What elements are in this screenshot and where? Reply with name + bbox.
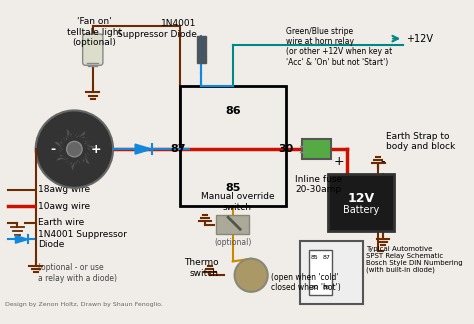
Bar bbox=[197, 36, 206, 64]
Polygon shape bbox=[16, 236, 28, 243]
Circle shape bbox=[235, 259, 268, 292]
Circle shape bbox=[36, 110, 113, 188]
Polygon shape bbox=[56, 158, 77, 171]
Text: Thermo
switch: Thermo switch bbox=[184, 258, 219, 278]
Text: (open when 'cold'
closed when 'hot'): (open when 'cold' closed when 'hot') bbox=[272, 273, 341, 292]
Bar bbox=[300, 241, 363, 304]
Text: -: - bbox=[51, 143, 55, 156]
Bar bbox=[216, 215, 249, 234]
Text: 'Fan on'
telltale light
(optional): 'Fan on' telltale light (optional) bbox=[67, 17, 122, 47]
Text: Battery: Battery bbox=[343, 205, 379, 215]
Text: (optional): (optional) bbox=[214, 238, 251, 248]
Polygon shape bbox=[135, 144, 152, 154]
Text: 30: 30 bbox=[279, 144, 294, 154]
Text: Earth wire: Earth wire bbox=[38, 218, 85, 227]
Text: 85: 85 bbox=[225, 183, 240, 193]
Text: -: - bbox=[381, 156, 385, 168]
Text: 10awg wire: 10awg wire bbox=[38, 202, 91, 211]
Text: 30: 30 bbox=[311, 285, 319, 290]
Bar bbox=[302, 139, 331, 159]
Polygon shape bbox=[84, 145, 97, 164]
Text: Earth Strap to
body and block: Earth Strap to body and block bbox=[385, 132, 455, 151]
Text: Typical Automotive
SPST Relay Schematic
Bosch Style DIN Numbering
(with built-in: Typical Automotive SPST Relay Schematic … bbox=[366, 246, 463, 273]
Text: 87: 87 bbox=[170, 144, 186, 154]
Polygon shape bbox=[73, 154, 91, 171]
Text: +12V: +12V bbox=[406, 34, 433, 44]
Polygon shape bbox=[53, 128, 67, 149]
Text: 86: 86 bbox=[225, 106, 240, 116]
Text: (optional - or use
a relay with a diode): (optional - or use a relay with a diode) bbox=[38, 263, 118, 283]
Text: 1N4001
Suppressor Diode: 1N4001 Suppressor Diode bbox=[117, 19, 197, 39]
Text: 12V: 12V bbox=[347, 192, 374, 205]
Text: 18awg wire: 18awg wire bbox=[38, 185, 91, 194]
Circle shape bbox=[67, 141, 82, 157]
Bar bbox=[180, 87, 286, 206]
Text: 86: 86 bbox=[323, 285, 330, 290]
FancyBboxPatch shape bbox=[82, 34, 103, 65]
Polygon shape bbox=[77, 130, 97, 145]
Text: Design by Zenon Holtz, Drawn by Shaun Fenoglio.: Design by Zenon Holtz, Drawn by Shaun Fe… bbox=[5, 302, 163, 307]
Bar bbox=[309, 250, 332, 295]
Text: 1N4001 Suppressor
Diode: 1N4001 Suppressor Diode bbox=[38, 230, 128, 249]
Bar bbox=[328, 174, 394, 231]
Text: 87: 87 bbox=[322, 255, 330, 260]
Text: 85: 85 bbox=[311, 255, 319, 260]
Text: Inline fuse
20-30amp: Inline fuse 20-30amp bbox=[295, 175, 342, 194]
Polygon shape bbox=[66, 127, 85, 141]
Polygon shape bbox=[52, 143, 67, 161]
Text: +: + bbox=[333, 156, 344, 168]
Text: +: + bbox=[91, 143, 101, 156]
Text: Manual override
switch: Manual override switch bbox=[201, 192, 274, 212]
Text: Green/Blue stripe
wire at horn relay
(or other +12V when key at
'Acc' & 'On' but: Green/Blue stripe wire at horn relay (or… bbox=[286, 27, 392, 67]
